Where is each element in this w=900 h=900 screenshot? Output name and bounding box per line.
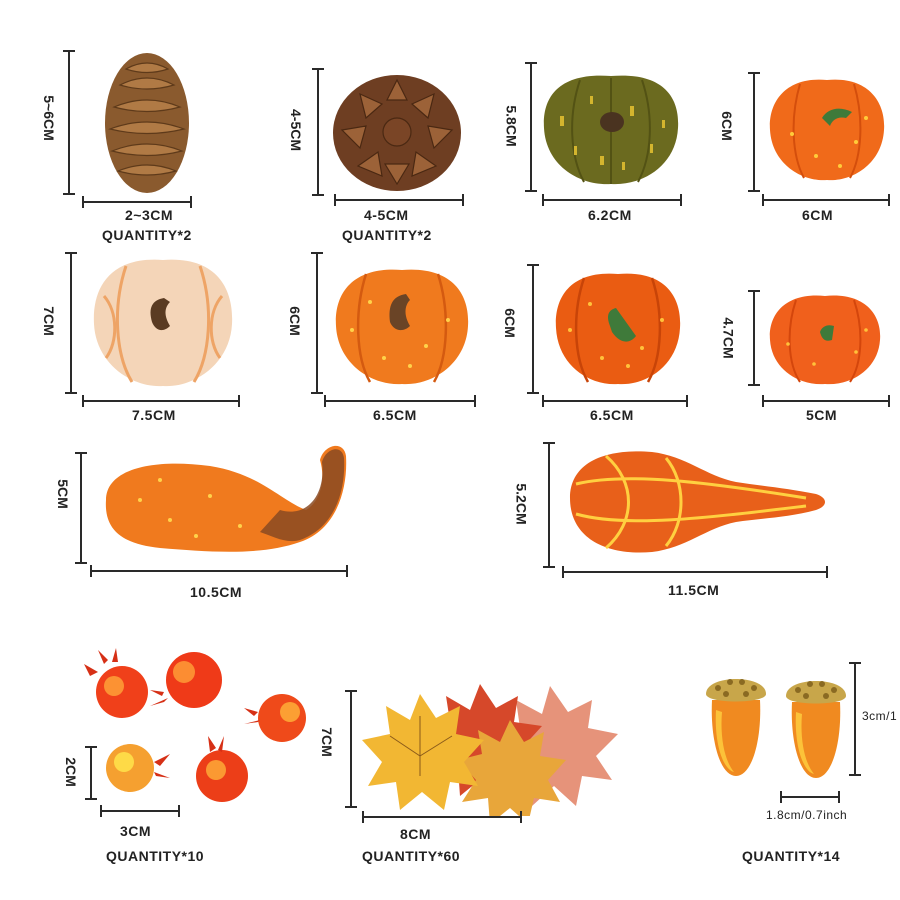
pumpkin-orange-3-image [555, 273, 681, 385]
width-dimension-line [542, 194, 682, 206]
width-dimension-line [562, 566, 828, 578]
width-label: 6.5CM [373, 407, 417, 423]
height-dimension-line [85, 746, 97, 800]
width-dimension-line [762, 194, 890, 206]
height-dimension-line [748, 72, 760, 192]
height-label: 7CM [40, 306, 57, 336]
height-label: 6CM [718, 111, 735, 141]
width-label: 3CM [120, 823, 152, 839]
quantity-label: QUANTITY*60 [362, 848, 461, 864]
pumpkin-green-image [543, 75, 679, 185]
width-label: 6.2CM [588, 207, 632, 223]
height-label: 3cm/1 [862, 709, 898, 723]
quantity-label: QUANTITY*10 [106, 848, 205, 864]
height-label: 5.8CM [503, 105, 520, 147]
width-dimension-line [362, 811, 522, 823]
width-label: 6CM [802, 207, 834, 223]
height-label: 5~6CM [40, 95, 57, 141]
height-label: 4-5CM [288, 108, 305, 152]
width-label: 4-5CM [364, 207, 409, 223]
width-label: 1.8cm/0.7inch [766, 808, 848, 822]
height-label: 2CM [62, 757, 79, 787]
acorns-image [706, 679, 846, 778]
width-label: 8CM [400, 826, 432, 842]
width-dimension-line [90, 565, 348, 577]
height-dimension-line [65, 252, 77, 394]
pomegranates-image [84, 648, 306, 802]
width-label: 11.5CM [668, 582, 720, 598]
width-dimension-line [82, 196, 192, 208]
gourd-swan-image [105, 445, 347, 552]
height-label: 5CM [54, 479, 71, 509]
width-label: 10.5CM [190, 584, 243, 600]
width-label: 2~3CM [125, 207, 174, 223]
gourd-long-image [570, 451, 825, 553]
maple-leaves-image [362, 684, 618, 816]
quantity-label: QUANTITY*2 [342, 227, 432, 243]
height-label: 6CM [286, 306, 303, 336]
pumpkin-small-image [769, 295, 881, 385]
height-dimension-line [312, 68, 324, 196]
width-dimension-line [334, 194, 464, 206]
pumpkin-white-image [93, 259, 233, 387]
width-label: 7.5CM [132, 407, 176, 423]
width-dimension-line [82, 395, 240, 407]
pine-cone-small-image [105, 53, 189, 193]
width-dimension-line [762, 395, 890, 407]
quantity-label: QUANTITY*2 [102, 227, 192, 243]
height-dimension-line [543, 442, 555, 568]
height-dimension-line [63, 50, 75, 195]
height-dimension-line [311, 252, 323, 394]
width-dimension-line [100, 805, 180, 817]
pumpkin-orange-2-image [335, 269, 469, 385]
pine-cone-large-image [333, 75, 461, 191]
height-label: 4.7CM [720, 317, 737, 359]
height-dimension-line [748, 290, 760, 386]
height-dimension-line [345, 690, 357, 808]
height-dimension-line [75, 452, 87, 564]
height-label: 7CM [318, 727, 335, 757]
width-dimension-line [324, 395, 476, 407]
height-dimension-line [527, 264, 539, 394]
width-dimension-line [542, 395, 688, 407]
quantity-label: QUANTITY*14 [742, 848, 841, 864]
width-label: 6.5CM [590, 407, 634, 423]
height-dimension-line [849, 662, 861, 776]
width-dimension-line [780, 791, 840, 803]
pumpkin-orange-1-image [769, 79, 885, 181]
height-label: 5.2CM [513, 483, 530, 525]
width-label: 5CM [806, 407, 838, 423]
height-dimension-line [525, 62, 537, 192]
height-label: 6CM [501, 308, 518, 338]
